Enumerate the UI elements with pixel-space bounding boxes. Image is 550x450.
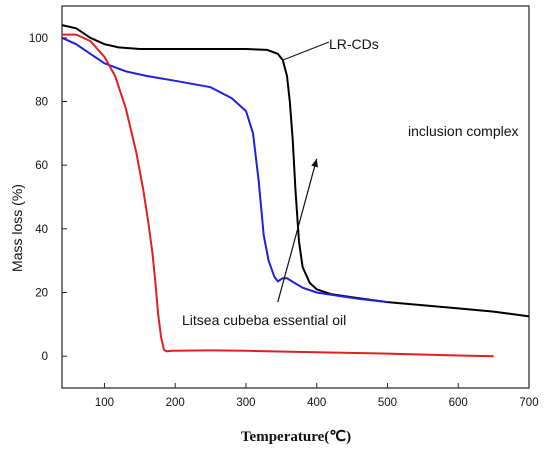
x-tick-label: 200 <box>166 397 185 409</box>
x-axis: 100 200 300 400 500 600 700 <box>95 383 539 409</box>
x-tick-label: 300 <box>236 397 255 409</box>
x-tick-label: 700 <box>519 397 538 409</box>
series-layer <box>61 24 530 358</box>
y-tick-label: 20 <box>35 288 48 300</box>
annotation-arrow-line <box>277 158 318 303</box>
y-tick-label: 40 <box>35 224 48 236</box>
y-tick-label: 0 <box>42 351 48 363</box>
annotation-lr-cds: LR-CDs <box>329 36 379 52</box>
annotation-inclusion-complex: inclusion complex <box>408 123 519 139</box>
x-tick-label: 500 <box>378 397 397 409</box>
x-axis-label: Temperature(℃) <box>241 429 351 445</box>
y-tick-label: 100 <box>29 33 48 45</box>
series-line-inclusion-complex <box>61 36 388 304</box>
series-line-lr-cds <box>61 24 530 318</box>
plot-area <box>61 5 530 389</box>
plot-frame <box>61 5 530 389</box>
y-tick-label: 60 <box>35 160 48 172</box>
y-axis-label: Mass loss (%) <box>9 184 25 272</box>
x-tick-label: 400 <box>307 397 326 409</box>
annotation-arrow-head <box>311 158 319 168</box>
x-tick-label: 100 <box>95 397 114 409</box>
annotations: LR-CDs inclusion complex Litsea cubeba e… <box>182 36 519 328</box>
annotation-litsea-oil: Litsea cubeba essential oil <box>182 312 346 328</box>
y-axis: 0 20 40 60 80 100 <box>29 33 67 363</box>
annotation-lr-cds-leader <box>282 41 330 61</box>
y-tick-label: 80 <box>35 97 48 109</box>
series-line-litsea-cubeba-essential-oil <box>62 33 494 358</box>
x-tick-label: 600 <box>449 397 468 409</box>
